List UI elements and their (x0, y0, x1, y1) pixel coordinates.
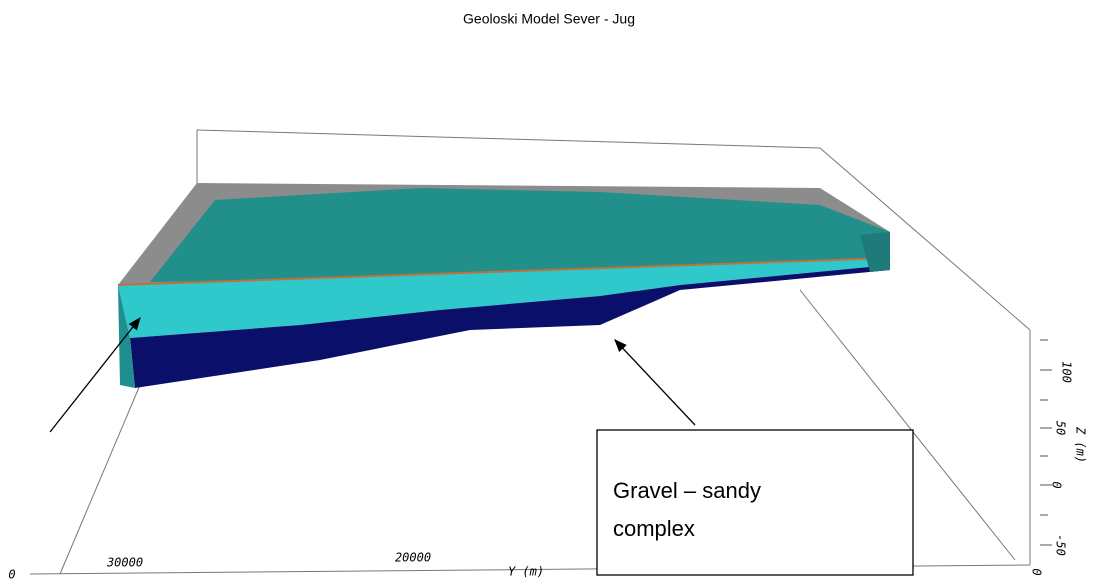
y-corner-label: 0 (8, 568, 15, 582)
annotation-line: complex (613, 516, 695, 541)
annotation-box: Gravel – sandy complex (596, 429, 914, 576)
arrows (49, 316, 696, 433)
z-axis-title: Z (m) (1074, 426, 1088, 463)
geologic-model (117, 183, 891, 388)
z-tick-label: -50 (1054, 534, 1068, 556)
y-axis-title: Y (m) (508, 565, 544, 579)
z-tick-label: 50 (1054, 421, 1068, 435)
z-tick-label: 0 (1050, 481, 1064, 488)
y-tick-label: 30000 (106, 556, 143, 570)
z-corner-label: 0 (1030, 568, 1044, 575)
annotation-line: Gravel – sandy (613, 478, 761, 503)
z-axis-ticks (1040, 339, 1052, 546)
y-tick-label: 20000 (395, 551, 431, 565)
title: Geoloski Model Sever - Jug (463, 11, 635, 27)
z-tick-label: 100 (1060, 361, 1074, 383)
